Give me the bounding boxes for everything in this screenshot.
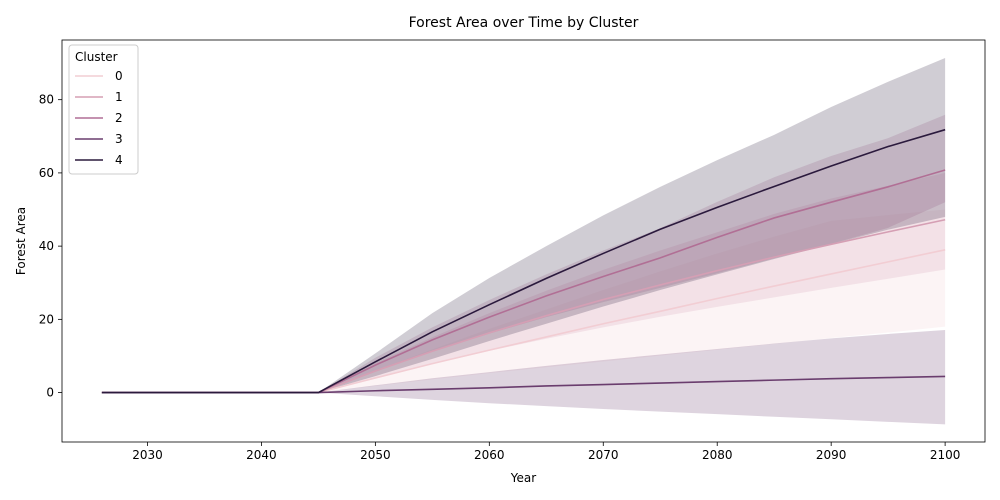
series-line-cluster-4 [101, 128, 946, 394]
series-line-cluster-1 [101, 218, 946, 394]
y-tick-label: 60 [39, 166, 54, 180]
series-line-cluster-2 [101, 169, 946, 394]
y-tick-label: 80 [39, 93, 54, 107]
y-tick-label: 40 [39, 239, 54, 253]
legend-label-cluster-3: 3 [115, 132, 123, 146]
series-lines [101, 128, 946, 394]
y-axis-label: Forest Area [14, 207, 28, 275]
x-tick-label: 2090 [816, 448, 847, 462]
confidence-band-cluster-0 [101, 209, 946, 393]
plot-frame [61, 39, 986, 443]
confidence-bands [101, 57, 946, 425]
legend-label-cluster-2: 2 [115, 111, 123, 125]
y-tick-label: 20 [39, 312, 54, 326]
series-line-cluster-3 [101, 375, 946, 394]
confidence-band-cluster-2 [101, 114, 946, 393]
x-axis-label: Year [510, 471, 536, 485]
x-tick-label: 2080 [702, 448, 733, 462]
legend: Cluster 0 1 2 3 4 [68, 44, 139, 175]
legend-label-cluster-0: 0 [115, 69, 123, 83]
x-axis-ticks: 2030 2040 2050 2060 2070 2080 2090 2100 [132, 442, 960, 462]
confidence-band-cluster-3 [101, 329, 946, 425]
legend-box [68, 44, 139, 175]
chart-title: Forest Area over Time by Cluster [409, 15, 639, 31]
legend-title: Cluster [75, 50, 118, 64]
series-line-cluster-0 [101, 249, 946, 394]
x-tick-label: 2070 [588, 448, 619, 462]
legend-label-cluster-1: 1 [115, 90, 123, 104]
x-tick-label: 2030 [132, 448, 163, 462]
y-axis-ticks: 0 20 40 60 80 [39, 93, 62, 400]
x-tick-label: 2050 [360, 448, 391, 462]
legend-label-cluster-4: 4 [115, 153, 123, 167]
x-tick-label: 2100 [930, 448, 961, 462]
x-tick-label: 2060 [474, 448, 505, 462]
x-tick-label: 2040 [246, 448, 277, 462]
legend-items: 0 1 2 3 4 [75, 69, 123, 167]
y-tick-label: 0 [46, 386, 54, 400]
confidence-band-cluster-1 [101, 172, 946, 393]
confidence-band-cluster-4 [101, 57, 946, 393]
